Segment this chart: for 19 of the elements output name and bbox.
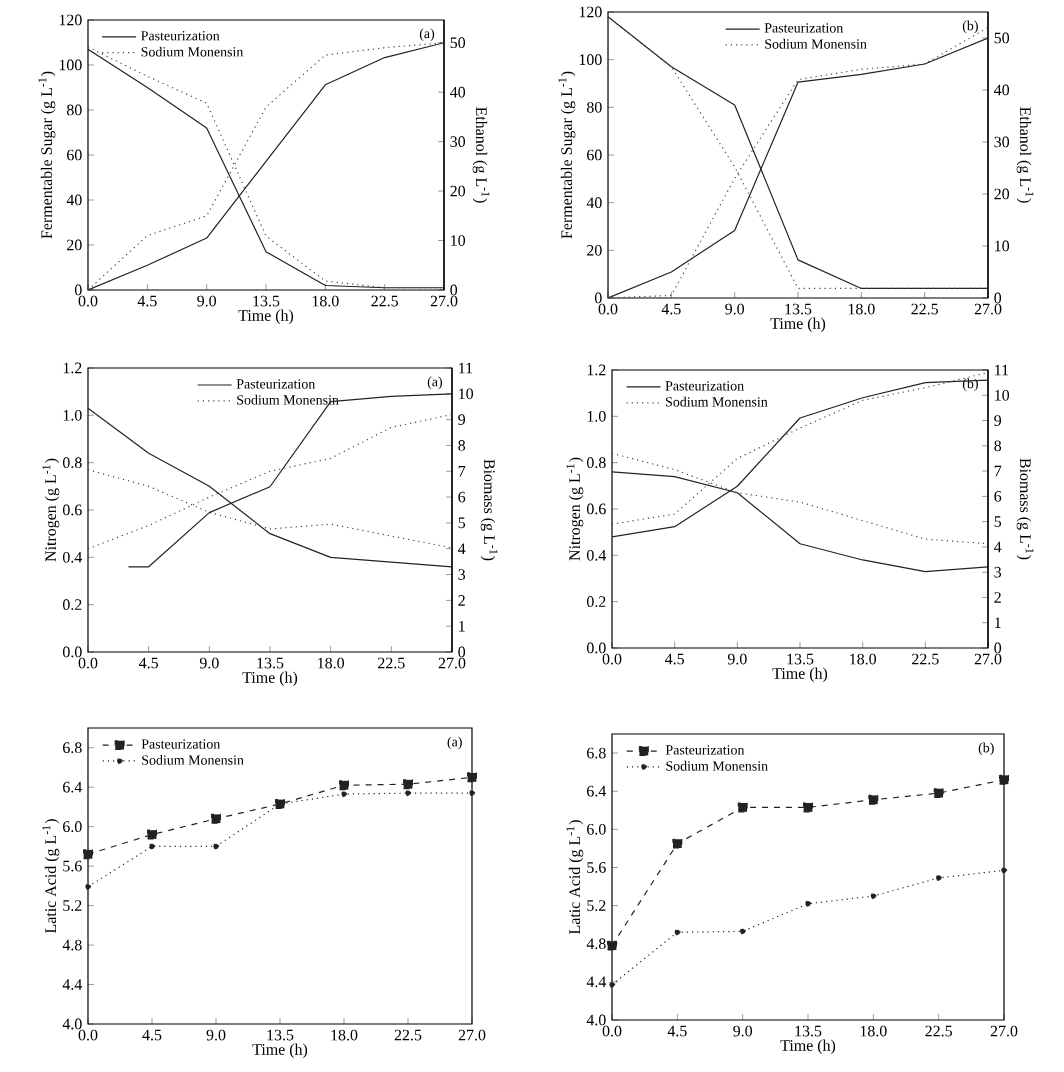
line-series [612,452,989,545]
point [339,780,349,791]
point [672,838,683,849]
point [83,849,93,860]
point [804,900,812,907]
point [999,774,1009,785]
point [737,802,748,813]
line-series [88,469,452,549]
point [211,813,221,824]
point [147,829,157,840]
point [467,772,477,783]
point [739,928,746,935]
point [608,981,616,988]
point [868,794,879,805]
point [403,779,413,790]
point [933,788,944,799]
point [803,802,813,813]
point [607,940,617,951]
point [1000,867,1008,874]
